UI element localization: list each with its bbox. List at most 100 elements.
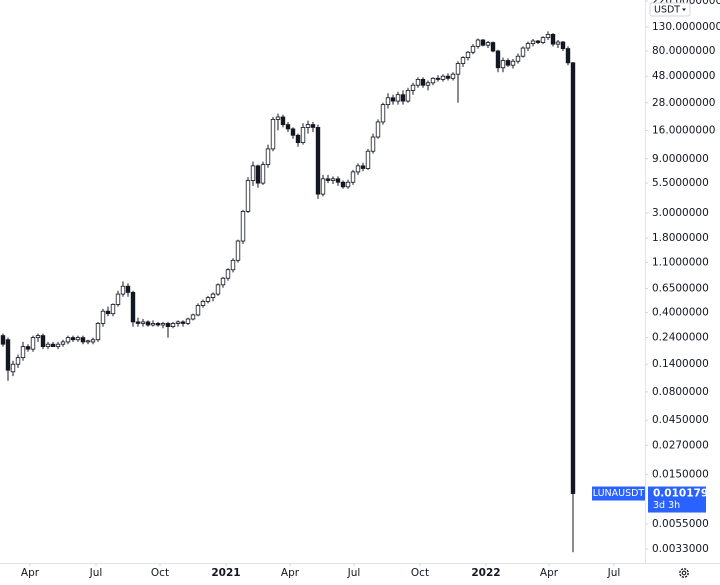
y-tick-label: 0.2400000 — [652, 332, 709, 344]
y-tick-label: 0.0270000 — [652, 439, 709, 451]
candle-body — [455, 63, 461, 75]
symbol-label: LUNAUSDT — [593, 488, 645, 499]
currency-label[interactable]: USDT — [654, 5, 680, 16]
candle-body — [260, 164, 266, 184]
candle-body — [485, 42, 491, 46]
candle-body — [315, 127, 321, 195]
candle-body — [365, 150, 371, 169]
candle-body — [110, 304, 116, 315]
gear-hub[interactable] — [681, 570, 687, 576]
x-tick-label: Apr — [281, 567, 300, 579]
last-price-box — [648, 486, 706, 513]
candle-body — [70, 337, 76, 341]
candle-body — [150, 323, 156, 326]
candle-body — [205, 297, 211, 302]
candle-body — [320, 178, 326, 195]
symbol-label-box — [592, 486, 645, 501]
candle-body — [125, 285, 131, 293]
candle-body — [265, 148, 271, 166]
candle-body — [480, 39, 486, 46]
y-tick-label: 28.0000000 — [652, 97, 715, 109]
candle-body — [360, 165, 366, 169]
candle-body — [245, 180, 251, 212]
x-tick-label: Apr — [21, 567, 40, 579]
candle-body — [235, 240, 241, 261]
y-tick-label: 9.0000000 — [652, 153, 709, 165]
candle-body — [345, 181, 351, 188]
x-tick-label: Oct — [411, 567, 429, 579]
candle-body — [90, 339, 96, 343]
settings-gear[interactable] — [679, 568, 689, 578]
candle-body — [20, 346, 26, 359]
candle-body — [390, 97, 396, 102]
x-tick-label: Jul — [89, 567, 103, 579]
candle-body — [135, 321, 141, 324]
candle-body — [35, 335, 41, 339]
gear-teeth[interactable] — [679, 568, 689, 578]
candle-body — [515, 55, 521, 62]
candle-body — [105, 310, 111, 315]
candle-body — [395, 94, 401, 102]
candle-body — [305, 124, 311, 128]
candle-body — [250, 165, 256, 181]
candle-body — [370, 136, 376, 152]
y-tick-label: 0.1400000 — [652, 358, 709, 370]
dropdown-caret[interactable] — [682, 8, 686, 12]
y-tick-label: 0.0033000 — [652, 543, 709, 555]
candle-body — [410, 84, 416, 91]
candle-body — [550, 34, 556, 45]
candle-body — [115, 293, 121, 305]
candle-body — [215, 284, 221, 295]
y-tick-label: 0.0450000 — [652, 414, 709, 426]
candle-body — [10, 363, 16, 373]
candle-body — [180, 321, 186, 324]
candle-body — [350, 171, 356, 183]
candle-body — [40, 335, 46, 348]
candle-body — [165, 323, 171, 328]
candle-body — [420, 79, 426, 86]
candle-body — [540, 37, 546, 43]
candle-body — [255, 165, 261, 184]
currency-button-frame[interactable] — [649, 2, 691, 17]
candle-body — [385, 97, 391, 106]
candle-body — [465, 51, 471, 59]
candle-body — [375, 121, 381, 138]
candle-body — [340, 181, 346, 188]
candle-body — [210, 293, 216, 299]
candle-body — [525, 43, 531, 49]
y-tick-label: 1.8000000 — [652, 232, 709, 244]
candle-body — [530, 40, 536, 44]
y-tick-label: 1.1000000 — [652, 257, 709, 269]
candle-body — [45, 343, 51, 348]
y-tick-label: 16.0000000 — [652, 124, 715, 136]
candle-body — [190, 314, 196, 320]
candle-body — [185, 318, 191, 324]
plot-area — [0, 31, 576, 553]
last-price-label: 0.0101799 — [653, 488, 715, 500]
candle-body — [500, 60, 506, 69]
candle-body — [30, 337, 36, 350]
candle-body — [225, 269, 231, 279]
candle-body — [520, 47, 526, 57]
candle-body — [440, 75, 446, 80]
candle-body — [220, 277, 226, 286]
candle-body — [295, 134, 301, 143]
candle-body — [445, 75, 451, 79]
candle-body — [145, 321, 151, 326]
candle-body — [275, 116, 281, 120]
candle-body — [230, 259, 236, 271]
candle-body — [355, 165, 361, 173]
candle-body — [50, 343, 56, 348]
candle-body — [0, 335, 6, 345]
candle-body — [160, 323, 166, 326]
currency-button[interactable]: USDT — [649, 2, 691, 17]
candle-body — [5, 339, 11, 371]
candle-body — [555, 41, 561, 45]
y-tick-label: 80.0000000 — [652, 45, 715, 57]
candle-body — [85, 340, 91, 343]
candle-body — [535, 40, 541, 43]
candle-body — [505, 60, 511, 66]
candle-body — [120, 285, 126, 295]
candle-body — [195, 305, 201, 316]
